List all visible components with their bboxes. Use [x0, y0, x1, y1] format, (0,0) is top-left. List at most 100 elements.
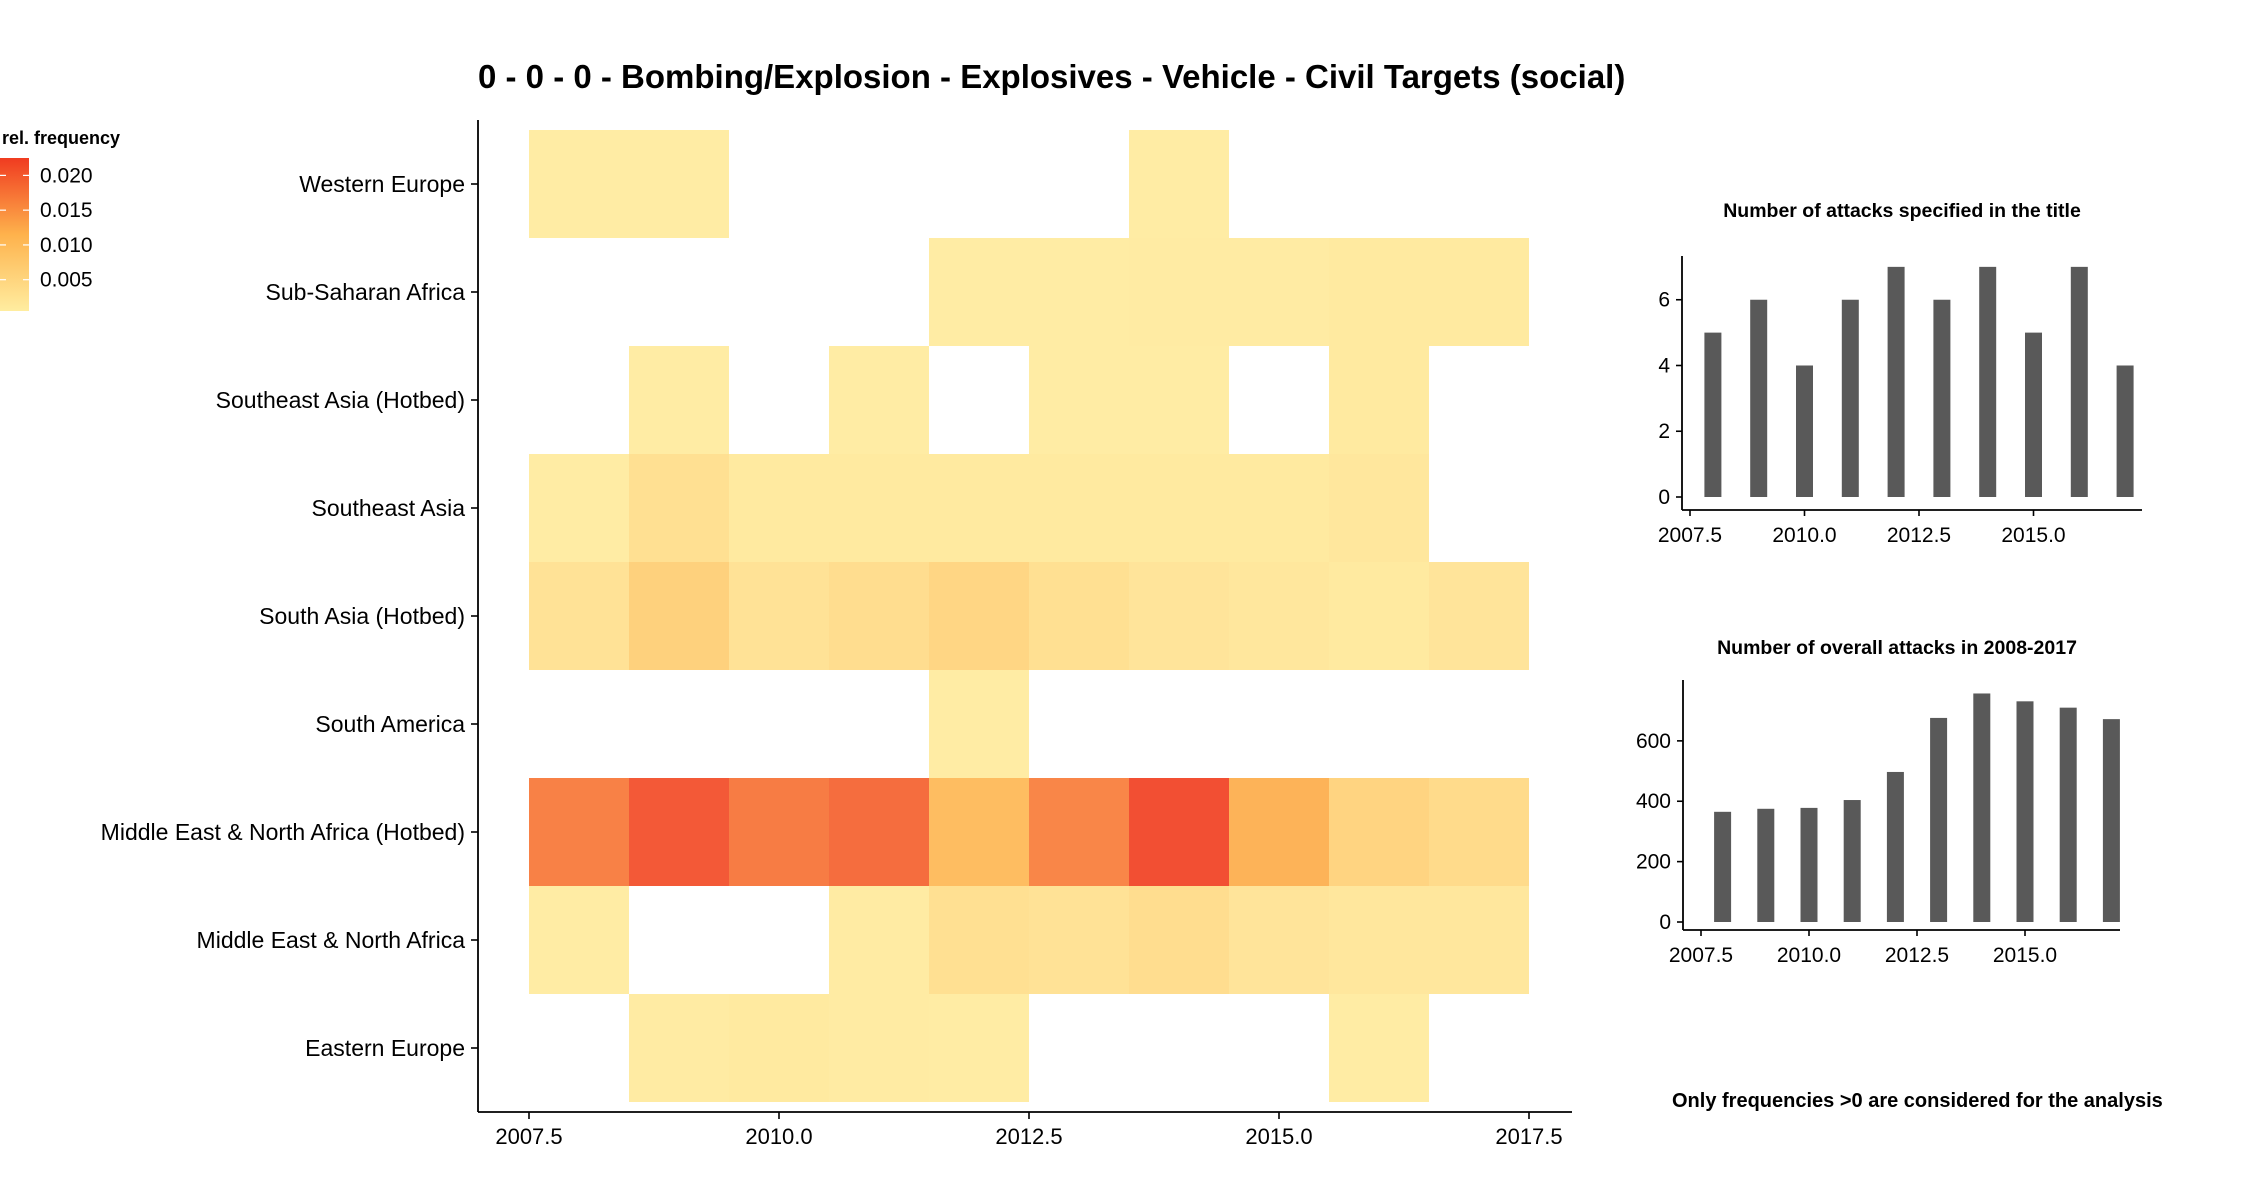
y-tick-label: Middle East & North Africa [197, 927, 466, 953]
heatmap-cell [1029, 562, 1129, 670]
y-tick-label: 6 [1658, 289, 1670, 312]
bar [1979, 266, 1997, 497]
x-tick-label: 2012.5 [1885, 944, 1949, 967]
heatmap-cell [929, 238, 1029, 346]
heatmap-cell [1429, 562, 1529, 670]
y-tick-label: South America [315, 711, 465, 737]
heatmap-cell [1329, 562, 1429, 670]
heatmap-cell [1029, 778, 1129, 886]
bar [2116, 365, 2134, 497]
heatmap-cell [729, 562, 829, 670]
heatmap-cell [1029, 454, 1129, 562]
y-tick-label: Middle East & North Africa (Hotbed) [101, 819, 465, 845]
x-tick-label: 2015.0 [1993, 944, 2057, 967]
bar [1714, 811, 1732, 922]
heatmap-cell [829, 454, 929, 562]
heatmap-cell [729, 778, 829, 886]
heatmap-cell [1329, 454, 1429, 562]
bar [1930, 717, 1948, 922]
y-tick-label: 0 [1658, 486, 1670, 509]
bar [1973, 693, 1991, 922]
x-tick-label: 2007.5 [1658, 524, 1722, 547]
legend-tick-label: 0.015 [40, 199, 93, 222]
heatmap-cell [1129, 130, 1229, 238]
bar [2025, 332, 2042, 497]
x-tick-label: 2015.0 [1245, 1124, 1312, 1149]
heatmap-cell [1429, 886, 1529, 994]
heatmap-cell [529, 778, 629, 886]
heatmap-cell [1229, 562, 1329, 670]
y-tick-label: Eastern Europe [305, 1035, 465, 1061]
bar-chart-overall-attacks: Number of overall attacks in 2008-2017 0 2… [1636, 637, 2120, 967]
bar [1933, 299, 1951, 497]
bar [1843, 800, 1861, 922]
heatmap-cell [1129, 778, 1229, 886]
x-tick-label: 2010.0 [1777, 944, 1841, 967]
heatmap-cell [1029, 886, 1129, 994]
bar-chart-title: Number of attacks specified in the title [1723, 200, 2081, 222]
y-tick-label: 0 [1659, 911, 1671, 934]
heatmap-cell [629, 778, 729, 886]
y-tick-label: Southeast Asia [312, 495, 466, 521]
bar [1750, 299, 1768, 497]
heatmap-cell [929, 994, 1029, 1102]
heatmap-cell [829, 346, 929, 454]
heatmap-cell [729, 454, 829, 562]
y-tick-label: Sub-Saharan Africa [266, 279, 466, 305]
color-legend: 0.020 0.015 0.010 0.005 [0, 158, 93, 311]
chart-title: 0 - 0 - 0 - Bombing/Explosion - Explosiv… [478, 58, 1626, 95]
bar [2059, 707, 2077, 922]
heatmap-cell [1329, 886, 1429, 994]
y-tick-label: South Asia (Hotbed) [259, 603, 465, 629]
y-tick-label: 2 [1658, 420, 1670, 443]
bar [1887, 266, 1905, 497]
heatmap-cell [1229, 238, 1329, 346]
x-tick-label: 2012.5 [995, 1124, 1062, 1149]
heatmap-cell [1129, 454, 1229, 562]
bar [1841, 299, 1859, 497]
bar [1796, 365, 1813, 497]
heatmap-cell [529, 886, 629, 994]
x-tick-label: 2010.0 [1772, 524, 1836, 547]
heatmap-cell [929, 778, 1029, 886]
heatmap-cell [1329, 778, 1429, 886]
bar [2016, 701, 2034, 922]
footnote: Only frequencies >0 are considered for t… [1672, 1090, 2163, 1112]
x-tick-label: 2017.5 [1495, 1124, 1562, 1149]
heatmap-cell [1329, 346, 1429, 454]
heatmap-cell [729, 994, 829, 1102]
y-tick-label: Western Europe [299, 171, 465, 197]
heatmap-cell [1229, 886, 1329, 994]
heatmap-cell [829, 778, 929, 886]
y-tick-label: 400 [1636, 790, 1671, 813]
y-tick-label: 4 [1658, 354, 1670, 377]
legend-title: rel. frequency [2, 128, 121, 148]
bar [2070, 266, 2088, 497]
bar-chart-title: Number of overall attacks in 2008-2017 [1717, 637, 2077, 659]
x-tick-label: 2012.5 [1887, 524, 1951, 547]
heatmap-cell [529, 454, 629, 562]
x-tick-label: 2015.0 [2001, 524, 2065, 547]
x-tick-label: 2007.5 [1669, 944, 1733, 967]
heatmap-cell [829, 994, 929, 1102]
heatmap-cell [1029, 346, 1129, 454]
heatmap-cell [929, 562, 1029, 670]
heatmap-cell [629, 454, 729, 562]
heatmap-cell [1029, 238, 1129, 346]
legend-tick-label: 0.005 [40, 269, 93, 292]
bar [1757, 808, 1775, 922]
heatmap-cell [629, 562, 729, 670]
y-tick-label: Southeast Asia (Hotbed) [216, 387, 465, 413]
heatmap-cell [829, 562, 929, 670]
bar [1800, 807, 1818, 922]
heatmap-panel: Western Europe Sub-Saharan Africa Southeas… [101, 120, 1572, 1149]
heatmap-cell [1429, 238, 1529, 346]
heatmap-cell [1329, 238, 1429, 346]
legend-color-bar [0, 158, 29, 311]
heatmap-cell [1429, 778, 1529, 886]
x-tick-label: 2007.5 [495, 1124, 562, 1149]
heatmap-cell [629, 346, 729, 454]
heatmap-cell [1329, 994, 1429, 1102]
